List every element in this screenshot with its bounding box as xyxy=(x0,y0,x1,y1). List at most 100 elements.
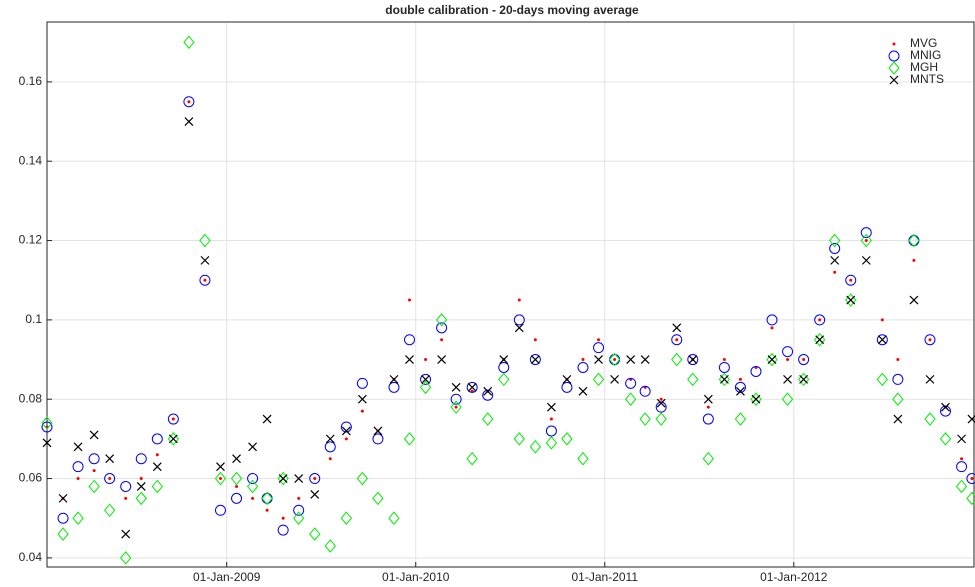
point xyxy=(562,374,572,384)
point xyxy=(467,382,477,392)
point xyxy=(357,394,367,404)
point xyxy=(344,437,348,441)
point xyxy=(58,493,68,503)
point xyxy=(719,374,729,384)
y-tick-label: 0.1 xyxy=(25,312,42,326)
point xyxy=(561,432,573,446)
point xyxy=(152,462,162,472)
point xyxy=(845,293,857,307)
point xyxy=(92,469,96,473)
point xyxy=(405,355,414,364)
point xyxy=(957,434,966,444)
point xyxy=(846,295,856,305)
point xyxy=(798,354,810,366)
point xyxy=(577,361,589,373)
point xyxy=(436,322,448,334)
point xyxy=(262,414,272,424)
point xyxy=(966,473,975,485)
point xyxy=(593,342,605,354)
point xyxy=(561,381,573,393)
point xyxy=(421,374,430,384)
point xyxy=(372,491,384,506)
point xyxy=(498,361,510,373)
point xyxy=(151,433,163,445)
point xyxy=(293,504,305,516)
point xyxy=(592,372,605,387)
point xyxy=(88,479,100,494)
point xyxy=(183,35,195,50)
point xyxy=(529,354,541,366)
point xyxy=(184,117,194,126)
point xyxy=(235,484,239,488)
point xyxy=(199,233,211,248)
point xyxy=(940,405,952,417)
legend-label: MGH xyxy=(910,60,938,74)
point xyxy=(76,477,80,481)
point xyxy=(155,453,159,457)
y-tick-label: 0.16 xyxy=(19,74,43,88)
point xyxy=(750,392,762,406)
point xyxy=(72,511,84,525)
point xyxy=(786,358,790,362)
legend-marker xyxy=(892,42,896,46)
point xyxy=(736,386,745,396)
point xyxy=(356,471,369,486)
point xyxy=(73,442,83,452)
point xyxy=(718,361,730,373)
point xyxy=(861,255,871,265)
point xyxy=(802,358,806,362)
point xyxy=(766,314,778,326)
point xyxy=(770,326,774,330)
point xyxy=(72,461,84,473)
point xyxy=(849,278,853,282)
point xyxy=(104,473,116,485)
point xyxy=(892,392,904,406)
point xyxy=(517,298,521,302)
point xyxy=(671,334,683,346)
point xyxy=(578,386,588,396)
point xyxy=(281,516,285,520)
point xyxy=(687,354,699,366)
point xyxy=(876,334,888,346)
point xyxy=(766,352,778,367)
point xyxy=(309,473,321,485)
chart-title: double calibration - 20-days moving aver… xyxy=(385,3,639,17)
point xyxy=(451,382,461,392)
point xyxy=(529,440,542,454)
point xyxy=(230,471,243,486)
x-tick-label: 01-Jan-2012 xyxy=(760,570,828,584)
point xyxy=(687,372,699,387)
point xyxy=(626,355,636,364)
point xyxy=(388,511,400,525)
point xyxy=(466,451,478,466)
point xyxy=(829,242,841,254)
point xyxy=(139,477,143,481)
point xyxy=(892,373,904,385)
point xyxy=(420,373,432,385)
point xyxy=(340,421,352,433)
point xyxy=(970,477,974,481)
point xyxy=(924,334,936,346)
point xyxy=(750,365,762,377)
point xyxy=(435,313,448,327)
point xyxy=(594,355,603,364)
point xyxy=(640,355,650,364)
point xyxy=(928,338,932,342)
point xyxy=(860,233,872,248)
point xyxy=(440,338,444,342)
point xyxy=(876,372,888,387)
point xyxy=(356,377,368,389)
point xyxy=(135,491,147,506)
point xyxy=(833,270,837,274)
point xyxy=(310,489,320,499)
point xyxy=(278,474,288,483)
point xyxy=(424,358,428,362)
point xyxy=(372,433,384,445)
point xyxy=(104,503,116,518)
point xyxy=(597,338,601,342)
point xyxy=(136,482,146,491)
point xyxy=(860,227,872,239)
point xyxy=(373,426,383,436)
point xyxy=(483,386,493,396)
